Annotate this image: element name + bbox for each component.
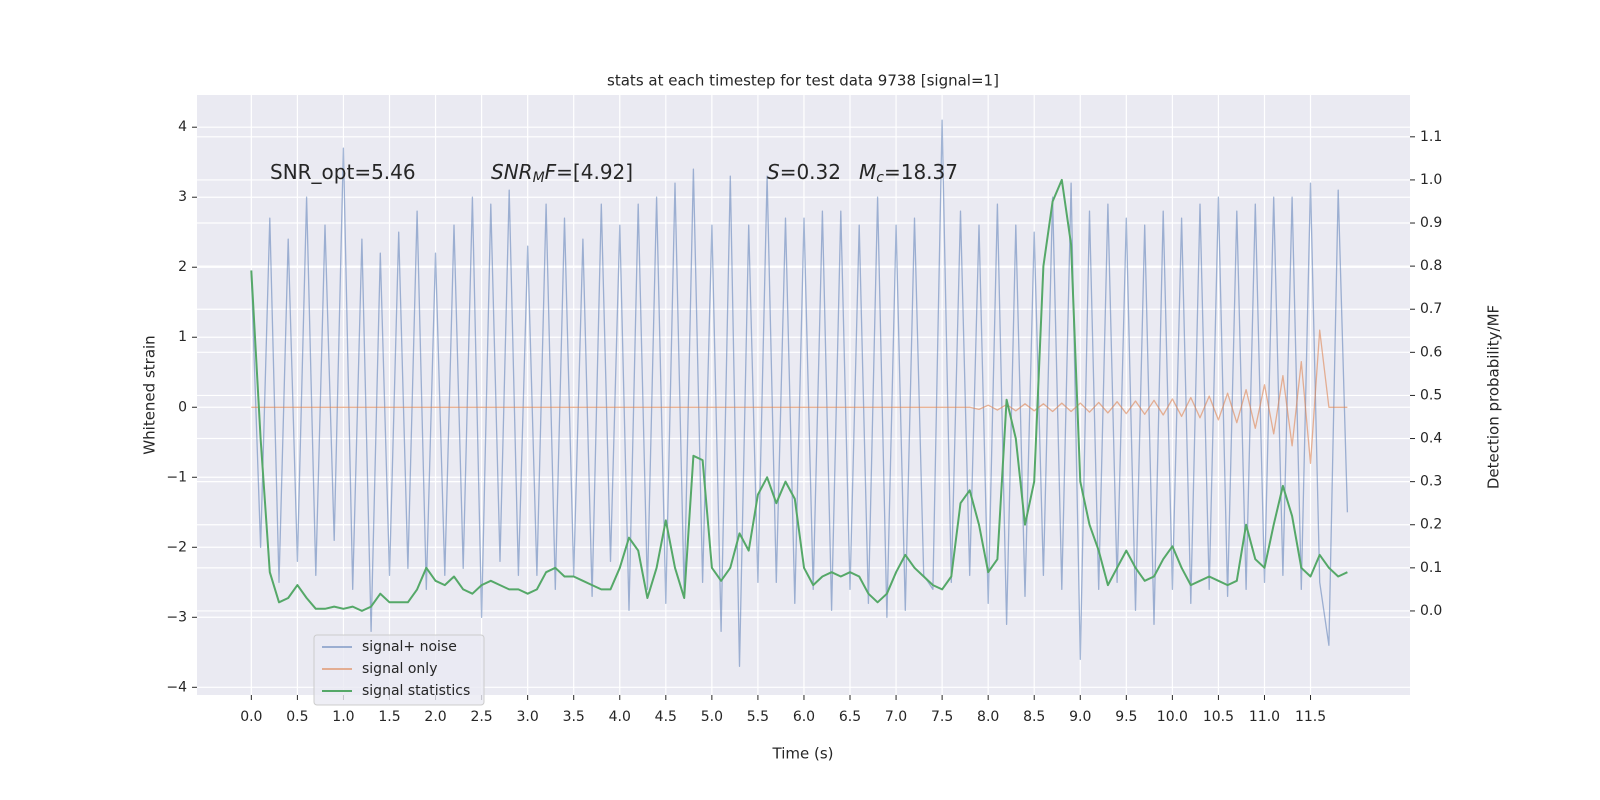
legend: signal+ noise signal only signal statistic… — [313, 634, 485, 706]
annotation-part: =[4.92] — [556, 160, 633, 184]
x-tick-label: 7.5 — [931, 709, 953, 725]
annotation-part: SNR_opt=5.46 — [270, 160, 416, 184]
y2-tick-label: 0.4 — [1420, 431, 1442, 447]
y-tick-label: 3 — [178, 189, 187, 205]
x-tick-label: 4.0 — [609, 709, 631, 725]
y2-tick-label: 0.3 — [1420, 474, 1442, 490]
y2-tick-label: 0.9 — [1420, 215, 1442, 231]
x-tick-label: 10.5 — [1203, 709, 1234, 725]
x-tick-label: 2.5 — [470, 709, 492, 725]
y-tick-label: 4 — [178, 119, 187, 135]
y2-tick-label: 0.7 — [1420, 301, 1442, 317]
y2-tick-label: 0.5 — [1420, 387, 1442, 403]
annotation-part: =18.37 — [884, 160, 958, 184]
y-tick-label: −1 — [166, 469, 187, 485]
annotation-part: M — [859, 160, 876, 184]
y-tick-label: 2 — [178, 259, 187, 275]
annotation-part: M — [533, 170, 545, 186]
annotation-part: SNR — [491, 160, 533, 184]
x-tick-label: 2.0 — [424, 709, 446, 725]
y-tick-label: −2 — [166, 539, 187, 555]
x-tick-label: 9.0 — [1069, 709, 1091, 725]
y-tick-label: −3 — [166, 609, 187, 625]
x-tick-label: 4.5 — [655, 709, 677, 725]
annotation-part: c — [876, 170, 884, 186]
y-tick-label: 1 — [178, 329, 187, 345]
y2-tick-label: 0.6 — [1420, 344, 1442, 360]
x-tick-label: 0.0 — [240, 709, 262, 725]
annotation: Mc=18.37 — [859, 160, 958, 187]
annotation-part: S — [767, 160, 780, 184]
legend-label: signal+ noise — [362, 639, 457, 655]
annotation-part: =0.32 — [780, 160, 841, 184]
x-axis-label: Time (s) — [772, 745, 834, 763]
x-tick-label: 0.5 — [286, 709, 308, 725]
annotation: SNRMF=[4.92] — [491, 160, 633, 187]
x-tick-label: 3.0 — [517, 709, 539, 725]
chart-title: stats at each timestep for test data 973… — [607, 72, 999, 90]
legend-label: signal only — [362, 661, 437, 677]
x-tick-label: 11.5 — [1295, 709, 1326, 725]
x-tick-label: 5.0 — [701, 709, 723, 725]
y2-tick-label: 1.1 — [1420, 129, 1442, 145]
y2-tick-label: 0.8 — [1420, 258, 1442, 274]
y-axis-label: Whitened strain — [141, 335, 159, 454]
lines — [250, 119, 1349, 667]
x-tick-label: 6.0 — [793, 709, 815, 725]
y-tick-label: 0 — [178, 399, 187, 415]
x-tick-label: 8.5 — [1023, 709, 1045, 725]
series-line — [251, 329, 1348, 464]
annotation: SNR_opt=5.46 — [270, 160, 416, 184]
series-line — [250, 119, 1349, 667]
x-tick-label: 1.0 — [332, 709, 354, 725]
x-tick-label: 5.5 — [747, 709, 769, 725]
annotation-part: F — [545, 160, 557, 184]
y2-tick-label: 0.0 — [1420, 603, 1442, 619]
x-tick-label: 6.5 — [839, 709, 861, 725]
x-tick-label: 9.5 — [1115, 709, 1137, 725]
x-tick-label: 11.0 — [1249, 709, 1280, 725]
y2-tick-label: 0.2 — [1420, 517, 1442, 533]
x-tick-label: 8.0 — [977, 709, 999, 725]
y2-tick-label: 1.0 — [1420, 172, 1442, 188]
legend-box — [313, 634, 485, 706]
x-tick-label: 7.0 — [885, 709, 907, 725]
y2-axis-label: Detection probability/MF — [1485, 305, 1503, 489]
legend-label: signal statistics — [362, 683, 470, 699]
x-tick-label: 1.5 — [378, 709, 400, 725]
annotation: S=0.32 — [767, 160, 841, 184]
x-tick-label: 10.0 — [1157, 709, 1188, 725]
y-tick-label: −4 — [166, 679, 187, 695]
series-line — [250, 178, 1348, 612]
x-tick-label: 3.5 — [563, 709, 585, 725]
y2-tick-label: 0.1 — [1420, 560, 1442, 576]
